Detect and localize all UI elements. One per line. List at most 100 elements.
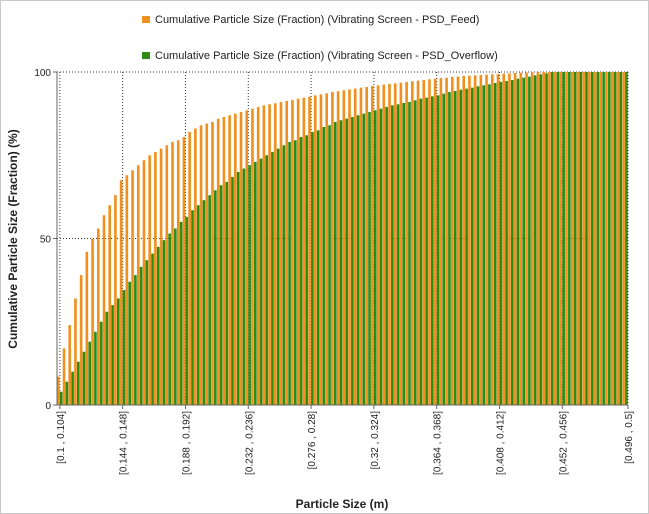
bar-feed[interactable] (154, 151, 157, 405)
bar-feed[interactable] (473, 75, 477, 405)
bar-feed[interactable] (576, 72, 580, 405)
bar-overflow[interactable] (345, 118, 348, 406)
bar-feed[interactable] (542, 72, 545, 405)
bar-feed[interactable] (565, 72, 568, 405)
bar-overflow[interactable] (590, 72, 594, 405)
bar-feed[interactable] (519, 72, 523, 406)
bar-overflow[interactable] (128, 281, 132, 405)
bar-feed[interactable] (428, 79, 431, 405)
bar-overflow[interactable] (436, 95, 440, 405)
bar-overflow[interactable] (259, 158, 263, 405)
bar-overflow[interactable] (573, 72, 577, 405)
bar-feed[interactable] (405, 81, 408, 406)
bar-feed[interactable] (559, 72, 563, 405)
bar-feed[interactable] (234, 113, 237, 406)
bar-feed[interactable] (262, 105, 266, 406)
bar-feed[interactable] (222, 116, 226, 405)
bar-feed[interactable] (251, 108, 254, 405)
bar-feed[interactable] (548, 72, 551, 405)
bar-overflow[interactable] (185, 216, 189, 405)
bar-feed[interactable] (319, 94, 323, 405)
bar-overflow[interactable] (505, 80, 508, 406)
bar-feed[interactable] (228, 115, 231, 405)
bar-overflow[interactable] (276, 148, 280, 405)
bar-overflow[interactable] (339, 120, 343, 405)
bar-overflow[interactable] (208, 195, 211, 405)
bar-overflow[interactable] (88, 341, 92, 405)
bar-overflow[interactable] (316, 130, 320, 405)
bar-feed[interactable] (525, 72, 528, 406)
bar-feed[interactable] (176, 140, 180, 405)
bar-overflow[interactable] (465, 88, 468, 406)
bar-overflow[interactable] (71, 371, 74, 405)
bar-overflow[interactable] (579, 72, 583, 405)
bar-overflow[interactable] (453, 90, 457, 405)
bar-overflow[interactable] (162, 240, 166, 405)
bar-feed[interactable] (376, 85, 380, 405)
bar-feed[interactable] (570, 72, 574, 405)
bar-overflow[interactable] (602, 72, 605, 405)
bar-overflow[interactable] (282, 145, 286, 405)
legend-item-feed[interactable]: Cumulative Particle Size (Fraction) (Vib… (142, 14, 479, 26)
bar-feed[interactable] (411, 81, 414, 405)
bar-feed[interactable] (268, 104, 271, 406)
bar-overflow[interactable] (179, 221, 183, 405)
bar-overflow[interactable] (99, 321, 103, 405)
bar-feed[interactable] (188, 131, 191, 405)
bar-overflow[interactable] (105, 311, 109, 405)
legend-item-overflow[interactable]: Cumulative Particle Size (Fraction) (Vib… (142, 50, 498, 62)
bar-feed[interactable] (462, 76, 466, 405)
bar-overflow[interactable] (271, 151, 274, 405)
bar-overflow[interactable] (562, 72, 565, 405)
bar-feed[interactable] (211, 121, 214, 405)
bar-overflow[interactable] (482, 85, 486, 405)
bar-overflow[interactable] (333, 121, 337, 405)
bar-overflow[interactable] (528, 76, 531, 405)
bar-overflow[interactable] (151, 253, 154, 405)
bar-feed[interactable] (79, 275, 83, 405)
bar-feed[interactable] (325, 93, 328, 405)
bar-feed[interactable] (125, 175, 129, 405)
bar-overflow[interactable] (373, 110, 377, 406)
bar-feed[interactable] (348, 89, 351, 405)
bar-overflow[interactable] (196, 205, 200, 405)
bar-feed[interactable] (593, 72, 597, 405)
bar-overflow[interactable] (516, 78, 520, 405)
bar-feed[interactable] (508, 73, 511, 405)
bar-feed[interactable] (599, 72, 603, 405)
bar-feed[interactable] (68, 325, 72, 405)
bar-overflow[interactable] (219, 185, 223, 405)
bar-overflow[interactable] (122, 290, 126, 405)
bar-overflow[interactable] (510, 79, 514, 406)
bar-feed[interactable] (371, 85, 374, 406)
bar-feed[interactable] (239, 111, 243, 406)
bar-feed[interactable] (285, 100, 289, 405)
bar-overflow[interactable] (236, 171, 240, 405)
bar-overflow[interactable] (111, 305, 114, 405)
bar-feed[interactable] (582, 72, 585, 405)
bar-feed[interactable] (616, 72, 620, 405)
bar-overflow[interactable] (351, 116, 354, 405)
bar-overflow[interactable] (311, 131, 314, 405)
bar-overflow[interactable] (619, 72, 623, 405)
bar-overflow[interactable] (116, 298, 120, 405)
bar-overflow[interactable] (214, 190, 217, 405)
bar-feed[interactable] (588, 72, 591, 405)
bar-overflow[interactable] (305, 135, 309, 405)
bar-feed[interactable] (536, 72, 540, 406)
bar-feed[interactable] (182, 136, 186, 405)
bar-overflow[interactable] (322, 126, 326, 405)
bar-overflow[interactable] (191, 210, 194, 405)
bar-overflow[interactable] (134, 275, 137, 405)
bar-feed[interactable] (622, 72, 625, 405)
bar-feed[interactable] (273, 103, 277, 406)
bar-overflow[interactable] (442, 93, 446, 405)
bar-feed[interactable] (433, 78, 437, 405)
bar-overflow[interactable] (419, 98, 423, 405)
bar-overflow[interactable] (242, 168, 246, 405)
bar-feed[interactable] (456, 76, 460, 405)
bar-overflow[interactable] (253, 161, 257, 405)
bar-feed[interactable] (313, 95, 317, 405)
bar-feed[interactable] (382, 84, 386, 406)
bar-overflow[interactable] (608, 72, 611, 405)
